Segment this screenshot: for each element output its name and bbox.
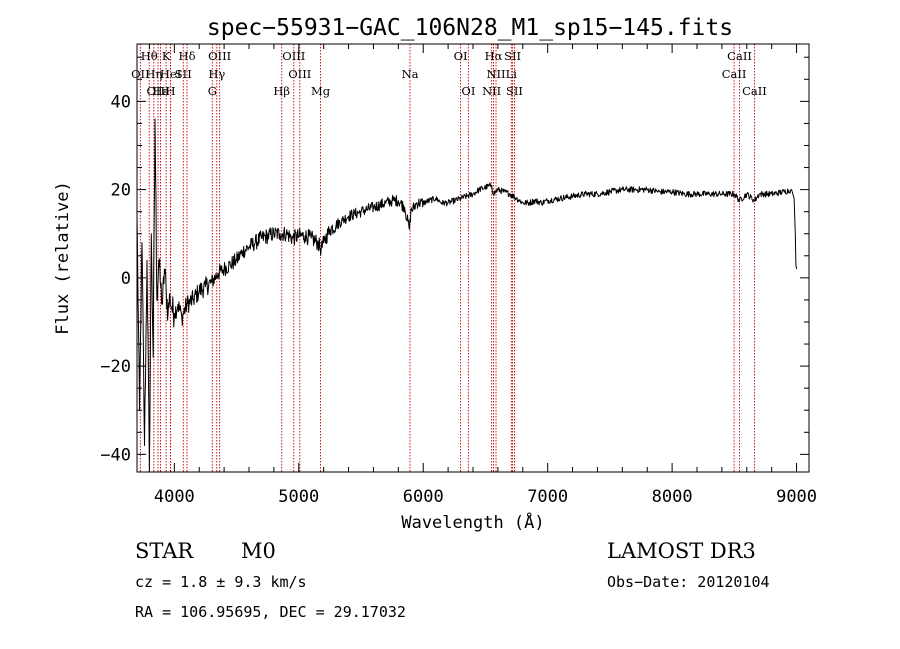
- spectral-line-label: H: [165, 84, 175, 98]
- y-tick-label: −40: [100, 445, 131, 465]
- spectral-line-label: OI: [461, 84, 475, 98]
- spectral-line-label: NII: [482, 84, 501, 98]
- spectral-line-label: OII: [131, 67, 150, 81]
- spectral-line-label: Li: [506, 67, 518, 81]
- spectral-lines: [139, 44, 755, 472]
- spectral-line-label: CaII: [727, 49, 752, 63]
- x-tick-label: 8000: [652, 487, 693, 507]
- obs-date: Obs−Date: 20120104: [607, 573, 770, 591]
- spectral-line-label: Hγ: [208, 67, 225, 81]
- object-class: STAR: [135, 539, 194, 563]
- spectral-line-label: SII: [504, 49, 521, 63]
- velocity-readout: cz = 1.8 ± 9.3 km/s: [135, 573, 307, 591]
- spectral-line-label: OI: [454, 49, 468, 63]
- spectral-line-label: Hβ: [273, 84, 290, 98]
- x-tick-label: 4000: [154, 487, 195, 507]
- spectral-line-label: CaII: [742, 84, 767, 98]
- spectral-line-label: Hη: [145, 67, 162, 81]
- chart-title: spec−55931−GAC_106N28_M1_sp15−145.fits: [207, 15, 733, 41]
- y-tick-label: −20: [100, 357, 131, 377]
- x-tick-label: 5000: [278, 487, 319, 507]
- spectral-line-label: Na: [402, 67, 419, 81]
- spectral-line-label: Hε: [153, 84, 169, 98]
- x-axis-label: Wavelength (Å): [401, 511, 544, 533]
- y-tick-label: 0: [121, 269, 131, 289]
- y-tick-label: 40: [111, 92, 131, 112]
- spectral-line-label: Hα: [485, 49, 503, 63]
- spectral-line-label: G: [208, 84, 217, 98]
- x-tick-label: 6000: [403, 487, 444, 507]
- spectral-line-label: SII: [175, 67, 192, 81]
- x-tick-label: 7000: [527, 487, 568, 507]
- spectral-line-label: NII: [486, 67, 505, 81]
- spectrum-line: [136, 118, 798, 469]
- x-tick-label: 9000: [776, 487, 817, 507]
- spectral-line-label: OIII: [282, 49, 305, 63]
- y-tick-label: 20: [111, 181, 131, 201]
- spectral-line-label: SII: [506, 84, 523, 98]
- axis-ticks: 4000 5000 6000 7000 8000 9000 −40 −20 0 20 40: [100, 44, 817, 507]
- spectral-line-label: HeI: [160, 67, 181, 81]
- spectral-line-label: OIII: [208, 49, 231, 63]
- coordinates-readout: RA = 106.95695, DEC = 29.17032: [135, 603, 406, 621]
- spectral-line-label: Hθ: [141, 49, 158, 63]
- spectral-line-label: OIII: [146, 84, 169, 98]
- spectral-line-label: Hδ: [179, 49, 196, 63]
- spectral-line-label: Mg: [311, 84, 331, 98]
- spectral-line-label: OIII: [288, 67, 311, 81]
- survey-name: LAMOST DR3: [607, 539, 756, 563]
- object-subclass: M0: [241, 539, 276, 563]
- spectral-line-label: CaII: [722, 67, 747, 81]
- spectral-line-label: K: [162, 49, 171, 63]
- y-axis-label: Flux (relative): [53, 181, 73, 335]
